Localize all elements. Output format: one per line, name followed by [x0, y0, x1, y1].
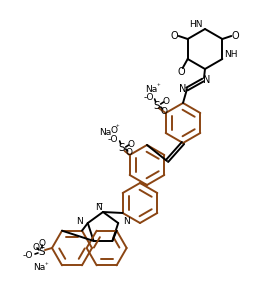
- Text: S: S: [118, 143, 124, 153]
- Text: N: N: [76, 217, 83, 225]
- Text: O: O: [110, 125, 117, 135]
- Text: O: O: [160, 106, 167, 115]
- Text: S: S: [39, 247, 45, 257]
- Text: -O: -O: [22, 251, 33, 259]
- Text: Na: Na: [145, 85, 157, 94]
- Text: N: N: [179, 84, 186, 94]
- Text: ⁺: ⁺: [44, 263, 48, 269]
- Text: S: S: [153, 101, 159, 111]
- Text: O: O: [32, 242, 39, 251]
- Text: O: O: [127, 139, 134, 148]
- Text: O: O: [125, 148, 132, 157]
- Text: –: –: [97, 198, 102, 208]
- Text: O: O: [38, 238, 45, 248]
- Text: N: N: [95, 202, 102, 211]
- Text: ⁺: ⁺: [115, 125, 119, 131]
- Text: N: N: [123, 217, 130, 225]
- Text: NH: NH: [224, 50, 237, 59]
- Text: -O: -O: [142, 92, 153, 102]
- Text: Na: Na: [99, 128, 111, 136]
- Text: O: O: [162, 96, 168, 105]
- Text: Na: Na: [33, 264, 45, 272]
- Text: O: O: [177, 67, 185, 77]
- Text: ⁺: ⁺: [156, 84, 160, 90]
- Text: -O: -O: [107, 135, 117, 144]
- Text: N: N: [202, 75, 210, 85]
- Text: HN: HN: [189, 20, 202, 29]
- Text: O: O: [231, 31, 238, 41]
- Text: O: O: [170, 31, 178, 41]
